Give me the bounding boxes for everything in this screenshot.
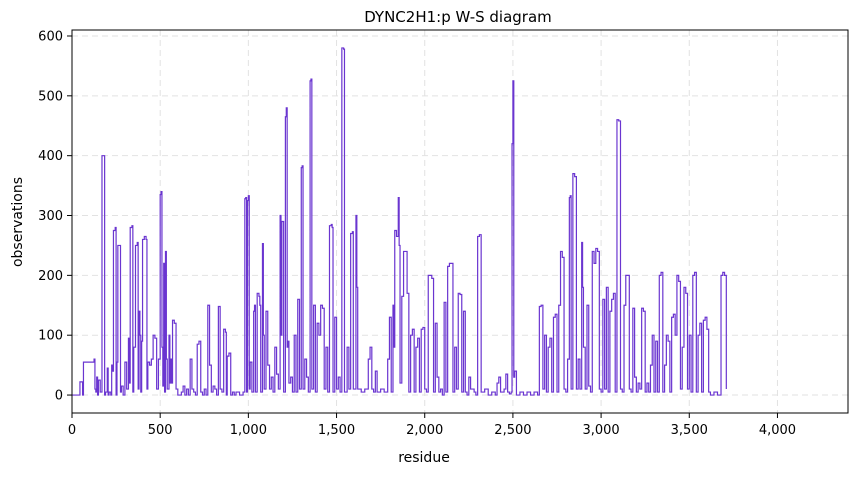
x-tick-label: 500: [148, 423, 173, 438]
y-tick-label: 0: [55, 389, 63, 404]
series-line: [72, 47, 727, 396]
x-tick-label: 3,500: [671, 423, 708, 438]
y-tick-label: 200: [38, 269, 63, 284]
x-tick-label: 1,500: [318, 423, 355, 438]
y-tick-label: 600: [38, 29, 63, 44]
y-tick-label: 400: [38, 149, 63, 164]
plot-frame: [71, 29, 849, 414]
x-tick-label: 3,000: [582, 423, 619, 438]
x-axis-ticks: 0 500 1,000 1,500 2,000 2,500 3,000 3,500 4,000: [68, 413, 796, 438]
series-layer: [72, 47, 727, 396]
chart-title: DYNC2H1:p W-S diagram: [364, 8, 552, 26]
y-axis-ticks: 0 100 200 300 400 500 600: [38, 29, 72, 404]
y-tick-label: 300: [38, 209, 63, 224]
x-axis-label: residue: [398, 450, 450, 466]
x-tick-label: 0: [68, 423, 76, 438]
x-tick-label: 2,000: [406, 423, 443, 438]
y-tick-label: 100: [38, 329, 63, 344]
y-tick-label: 500: [38, 89, 63, 104]
x-tick-label: 4,000: [759, 423, 796, 438]
y-axis-label: observations: [10, 177, 26, 267]
x-tick-label: 1,000: [230, 423, 267, 438]
x-tick-label: 2,500: [494, 423, 531, 438]
